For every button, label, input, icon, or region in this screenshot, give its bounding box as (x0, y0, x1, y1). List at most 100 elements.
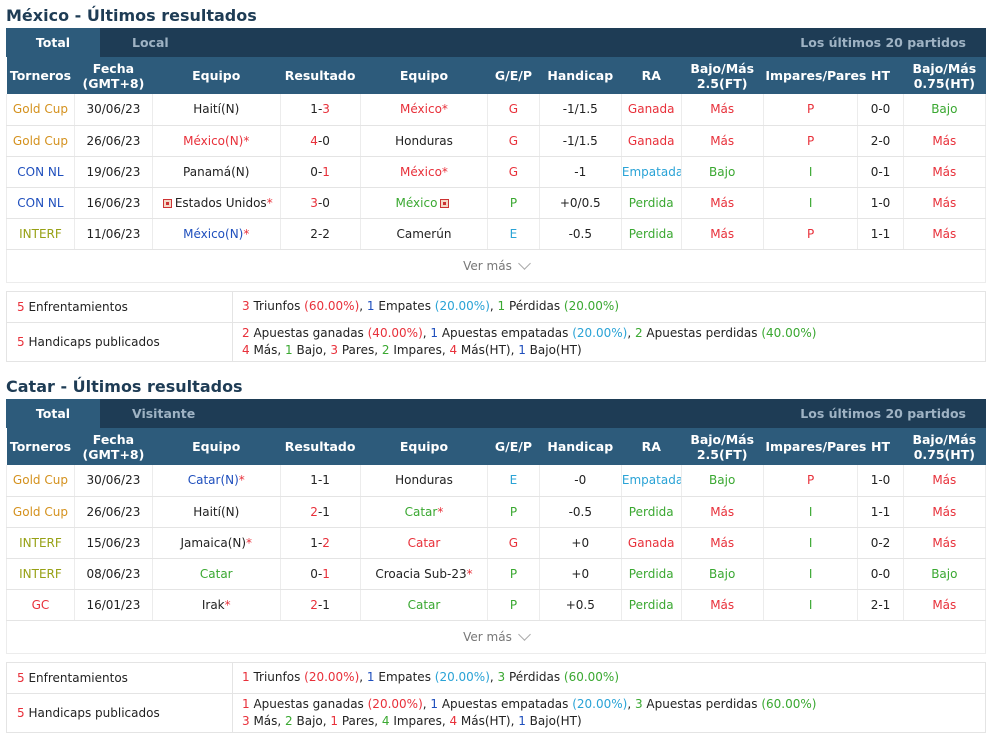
away-team-name[interactable]: México (400, 164, 442, 179)
home-team-name[interactable]: Estados Unidos (174, 195, 267, 210)
summary-stat-text: Impares, (389, 342, 450, 357)
result-cell[interactable]: 2-2 (280, 218, 361, 250)
away-team-cell[interactable]: Catar* (360, 496, 489, 528)
result-cell[interactable]: 0-1 (280, 558, 361, 590)
away-team-name[interactable]: Honduras (395, 133, 453, 148)
home-team-name[interactable]: Irak (201, 597, 225, 612)
results-table: Torneros Fecha (GMT+8) Equipo Resultado Equip… (6, 57, 987, 250)
ra-result: Empatada (621, 164, 682, 179)
over-under-ft: Más (710, 102, 735, 117)
table-row[interactable]: GC 16/01/23 Irak* 2-1 Catar P +0.5 Perdida Más I 2… (6, 589, 987, 621)
odd-even: I (808, 597, 813, 612)
home-team-cell[interactable]: Catar(N)* (152, 465, 281, 497)
summary-row-handicaps: 5 Handicaps publicados 1 Apuestas ganadas… (7, 693, 985, 732)
home-team-cell[interactable]: Haití(N) (152, 94, 281, 126)
home-team-cell[interactable]: México(N)* (152, 218, 281, 250)
result-cell[interactable]: 2-1 (280, 496, 361, 528)
result-cell[interactable]: 3-0 (280, 187, 361, 219)
away-team-name[interactable]: México (400, 102, 442, 117)
halftime-score: 2-1 (857, 589, 904, 621)
table-row[interactable]: Gold Cup 26/06/23 México(N)* 4-0 Honduras G -1… (6, 125, 987, 157)
home-team-name[interactable]: Haití(N) (193, 102, 240, 117)
over-under-ft: Bajo (709, 566, 736, 581)
summary-box: 5 Enfrentamientos 3 Triunfos (60.00%), 1 … (6, 290, 986, 362)
tournament-link[interactable]: Gold Cup (12, 102, 68, 117)
away-team-name[interactable]: Catar (407, 535, 441, 550)
home-team-cell[interactable]: Irak* (152, 589, 281, 621)
away-team-name[interactable]: Camerún (396, 226, 452, 241)
home-team-name[interactable]: Catar (199, 566, 233, 581)
result-cell[interactable]: 4-0 (280, 125, 361, 157)
home-team-cell[interactable]: Estados Unidos* (152, 187, 281, 219)
away-team-cell[interactable]: Honduras (360, 465, 489, 497)
tournament-link[interactable]: Gold Cup (12, 473, 68, 488)
away-team-cell[interactable]: México (360, 187, 489, 219)
table-row[interactable]: CON NL 16/06/23 Estados Unidos* 3-0 México P +… (6, 187, 987, 219)
tournament-link[interactable]: Gold Cup (12, 133, 68, 148)
summary-stat-text: 4 (449, 713, 458, 728)
home-team-cell[interactable]: Haití(N) (152, 496, 281, 528)
home-team-name[interactable]: México(N) (183, 133, 244, 148)
red-card-icon (162, 198, 172, 208)
tournament-link[interactable]: CON NL (17, 164, 64, 179)
table-row[interactable]: CON NL 19/06/23 Panamá(N) 0-1 México* G -1 Empa… (6, 156, 987, 188)
away-team-cell[interactable]: Croacia Sub-23* (360, 558, 489, 590)
ra-result: Empatada (621, 473, 682, 488)
home-team-cell[interactable]: México(N)* (152, 125, 281, 157)
gep-result: P (509, 566, 518, 581)
see-more-button[interactable]: Ver más (6, 620, 986, 654)
tab-bar: Total Visitante Los últimos 20 partidos (6, 399, 986, 428)
see-more-button[interactable]: Ver más (6, 249, 986, 283)
tournament-link[interactable]: INTERF (19, 566, 62, 581)
summary-stat-text: Más, (249, 713, 286, 728)
table-row[interactable]: Gold Cup 30/06/23 Haití(N) 1-3 México* G -1/1.… (6, 94, 987, 126)
tab-venue[interactable]: Local (132, 35, 169, 50)
away-team-cell[interactable]: Honduras (360, 125, 489, 157)
away-team-name[interactable]: México (395, 195, 438, 210)
away-team-cell[interactable]: México* (360, 156, 489, 188)
tournament-link[interactable]: Gold Cup (12, 504, 68, 519)
away-team-name[interactable]: Catar (404, 504, 438, 519)
away-team-cell[interactable]: Catar (360, 527, 489, 559)
gep-result: P (509, 195, 518, 210)
tournament-link[interactable]: GC (31, 597, 50, 612)
table-row[interactable]: Gold Cup 30/06/23 Catar(N)* 1-1 Honduras E -0 E… (6, 465, 987, 497)
tournament-link[interactable]: INTERF (19, 535, 62, 550)
tab-bar: Total Local Los últimos 20 partidos (6, 28, 986, 57)
tab-total[interactable]: Total (6, 28, 100, 57)
ra-result: Perdida (628, 226, 674, 241)
home-team-cell[interactable]: Jamaica(N)* (152, 527, 281, 559)
away-team-cell[interactable]: Catar (360, 589, 489, 621)
result-cell[interactable]: 1-1 (280, 465, 361, 497)
home-team-name[interactable]: Panamá(N) (183, 164, 250, 179)
home-team-name[interactable]: Jamaica(N) (180, 535, 247, 550)
column-header: Handicap (539, 57, 622, 94)
home-team-name[interactable]: Haití(N) (193, 504, 240, 519)
tournament-link[interactable]: INTERF (19, 226, 62, 241)
away-team-name[interactable]: Honduras (395, 473, 453, 488)
table-row[interactable]: INTERF 11/06/23 México(N)* 2-2 Camerún E -0.5 P… (6, 218, 987, 250)
score-away: 1 (322, 504, 330, 519)
table-row[interactable]: Gold Cup 26/06/23 Haití(N) 2-1 Catar* P -0.5 Pe… (6, 496, 987, 528)
result-cell[interactable]: 0-1 (280, 156, 361, 188)
tournament-link[interactable]: CON NL (17, 195, 64, 210)
away-team-cell[interactable]: México* (360, 94, 489, 126)
result-cell[interactable]: 2-1 (280, 589, 361, 621)
home-team-cell[interactable]: Catar (152, 558, 281, 590)
table-row[interactable]: INTERF 15/06/23 Jamaica(N)* 1-2 Catar G +0 Gana… (6, 527, 987, 559)
table-row[interactable]: INTERF 08/06/23 Catar 0-1 Croacia Sub-23* P +0… (6, 558, 987, 590)
away-team-cell[interactable]: Camerún (360, 218, 489, 250)
last-matches-selector[interactable]: Los últimos 20 partidos (800, 406, 966, 421)
result-cell[interactable]: 1-3 (280, 94, 361, 126)
last-matches-selector[interactable]: Los últimos 20 partidos (800, 35, 966, 50)
result-cell[interactable]: 1-2 (280, 527, 361, 559)
home-team-name[interactable]: México(N) (183, 226, 244, 241)
summary-stat-text: 2 (381, 342, 390, 357)
tab-total[interactable]: Total (6, 399, 100, 428)
away-team-name[interactable]: Catar (407, 597, 441, 612)
away-team-name[interactable]: Croacia Sub-23 (375, 566, 467, 581)
over-under-ht: Bajo (931, 102, 958, 117)
home-team-name[interactable]: Catar(N) (187, 473, 239, 488)
home-team-cell[interactable]: Panamá(N) (152, 156, 281, 188)
tab-venue[interactable]: Visitante (132, 406, 196, 421)
